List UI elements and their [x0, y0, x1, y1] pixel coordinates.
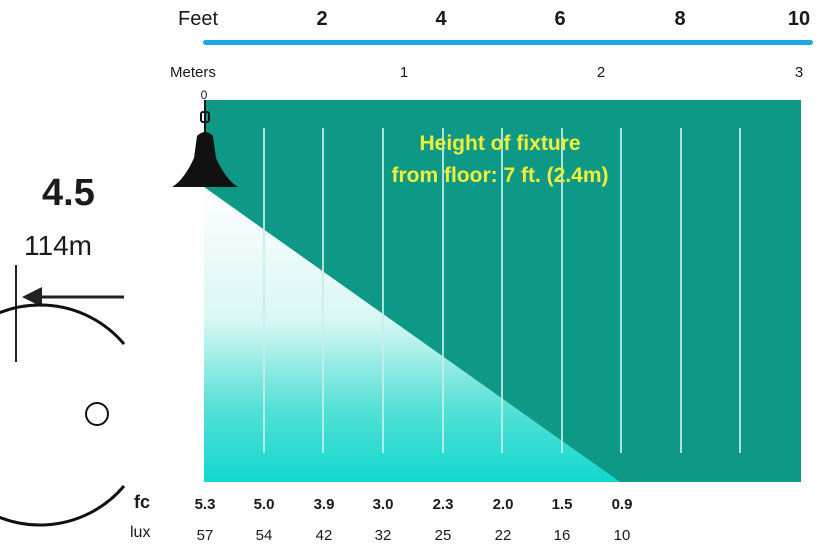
pendant-light-icon: [172, 100, 238, 187]
arrow-head-icon: [22, 287, 42, 307]
fixture-caption: Height of fixture from floor: 7 ft. (2.4…: [330, 128, 670, 192]
lux-value: 10: [613, 527, 631, 544]
fc-value: 5.3: [194, 496, 216, 513]
fc-value: 3.0: [372, 496, 394, 513]
fc-label: fc: [134, 492, 151, 512]
meter-tick: 1: [399, 64, 409, 81]
feet-label: Feet: [178, 8, 219, 30]
dimension-main: 4.5: [42, 172, 95, 214]
caption-line-2: from floor: 7 ft. (2.4m): [391, 164, 609, 187]
feet-tick: 8: [674, 8, 686, 30]
meter-tick: 2: [596, 64, 606, 81]
light-beam: [204, 187, 620, 482]
meter-tick: 0: [200, 88, 208, 102]
lux-value: 54: [255, 527, 273, 544]
lux-value: 22: [494, 527, 512, 544]
feet-tick: 4: [435, 8, 447, 30]
feet-tick: 10: [787, 8, 811, 30]
fc-value: 5.0: [253, 496, 275, 513]
fc-value: 2.0: [492, 496, 514, 513]
fc-value: 3.9: [313, 496, 335, 513]
beam-circle: [0, 303, 126, 527]
lux-value: 32: [374, 527, 392, 544]
meter-tick: 3: [794, 64, 804, 81]
lux-value: 16: [553, 527, 571, 544]
fc-value: 0.9: [611, 496, 633, 513]
beam-dimension: 4.5 114m: [0, 160, 124, 290]
lux-label: lux: [130, 524, 151, 541]
meters-label: Meters: [170, 64, 216, 81]
caption-line-1: Height of fixture: [419, 132, 581, 155]
fc-value: 2.3: [432, 496, 454, 513]
lux-value: 25: [434, 527, 452, 544]
lux-value: 57: [196, 527, 214, 544]
lux-value: 42: [315, 527, 333, 544]
feet-tick: 6: [554, 8, 566, 30]
dimension-sub: 114m: [24, 230, 92, 261]
feet-tick: 2: [316, 8, 328, 30]
beam-center-circle: [85, 402, 109, 426]
fc-value: 1.5: [551, 496, 573, 513]
distance-gridlines: [263, 128, 741, 453]
feet-scale-bar: [203, 40, 813, 45]
